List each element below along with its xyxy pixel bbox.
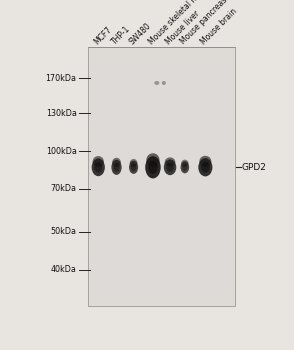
Text: 50kDa: 50kDa bbox=[51, 228, 77, 237]
Ellipse shape bbox=[199, 156, 211, 167]
Ellipse shape bbox=[198, 158, 213, 176]
Text: 70kDa: 70kDa bbox=[51, 184, 77, 194]
Bar bbox=[88, 47, 235, 306]
Ellipse shape bbox=[93, 156, 104, 167]
Ellipse shape bbox=[146, 153, 160, 167]
Ellipse shape bbox=[181, 161, 189, 173]
Ellipse shape bbox=[181, 160, 188, 167]
Text: Mouse skeletal muscle: Mouse skeletal muscle bbox=[147, 0, 214, 46]
Ellipse shape bbox=[130, 159, 138, 167]
Ellipse shape bbox=[111, 160, 122, 175]
Ellipse shape bbox=[94, 162, 102, 173]
Ellipse shape bbox=[112, 158, 121, 167]
Ellipse shape bbox=[129, 161, 138, 174]
Ellipse shape bbox=[92, 159, 105, 176]
Ellipse shape bbox=[131, 163, 136, 171]
Ellipse shape bbox=[113, 163, 120, 172]
Ellipse shape bbox=[165, 158, 175, 167]
Ellipse shape bbox=[166, 163, 174, 172]
Text: THP-1: THP-1 bbox=[110, 24, 132, 46]
Text: 130kDa: 130kDa bbox=[46, 109, 77, 118]
Text: 100kDa: 100kDa bbox=[46, 147, 77, 156]
Ellipse shape bbox=[145, 156, 161, 178]
Text: GPD2: GPD2 bbox=[242, 163, 267, 172]
Bar bbox=[93, 61, 230, 293]
Ellipse shape bbox=[164, 160, 176, 175]
Ellipse shape bbox=[162, 81, 166, 85]
Text: Mouse pancreas: Mouse pancreas bbox=[178, 0, 229, 46]
Ellipse shape bbox=[154, 81, 159, 85]
Text: 40kDa: 40kDa bbox=[51, 265, 77, 274]
Text: Mouse brain: Mouse brain bbox=[199, 6, 239, 46]
Ellipse shape bbox=[201, 162, 210, 173]
Ellipse shape bbox=[182, 164, 188, 171]
Text: Mouse liver: Mouse liver bbox=[164, 8, 201, 46]
Text: 170kDa: 170kDa bbox=[46, 74, 77, 83]
Text: MCF7: MCF7 bbox=[92, 25, 113, 46]
Ellipse shape bbox=[148, 161, 158, 174]
Text: SW480: SW480 bbox=[127, 21, 153, 46]
